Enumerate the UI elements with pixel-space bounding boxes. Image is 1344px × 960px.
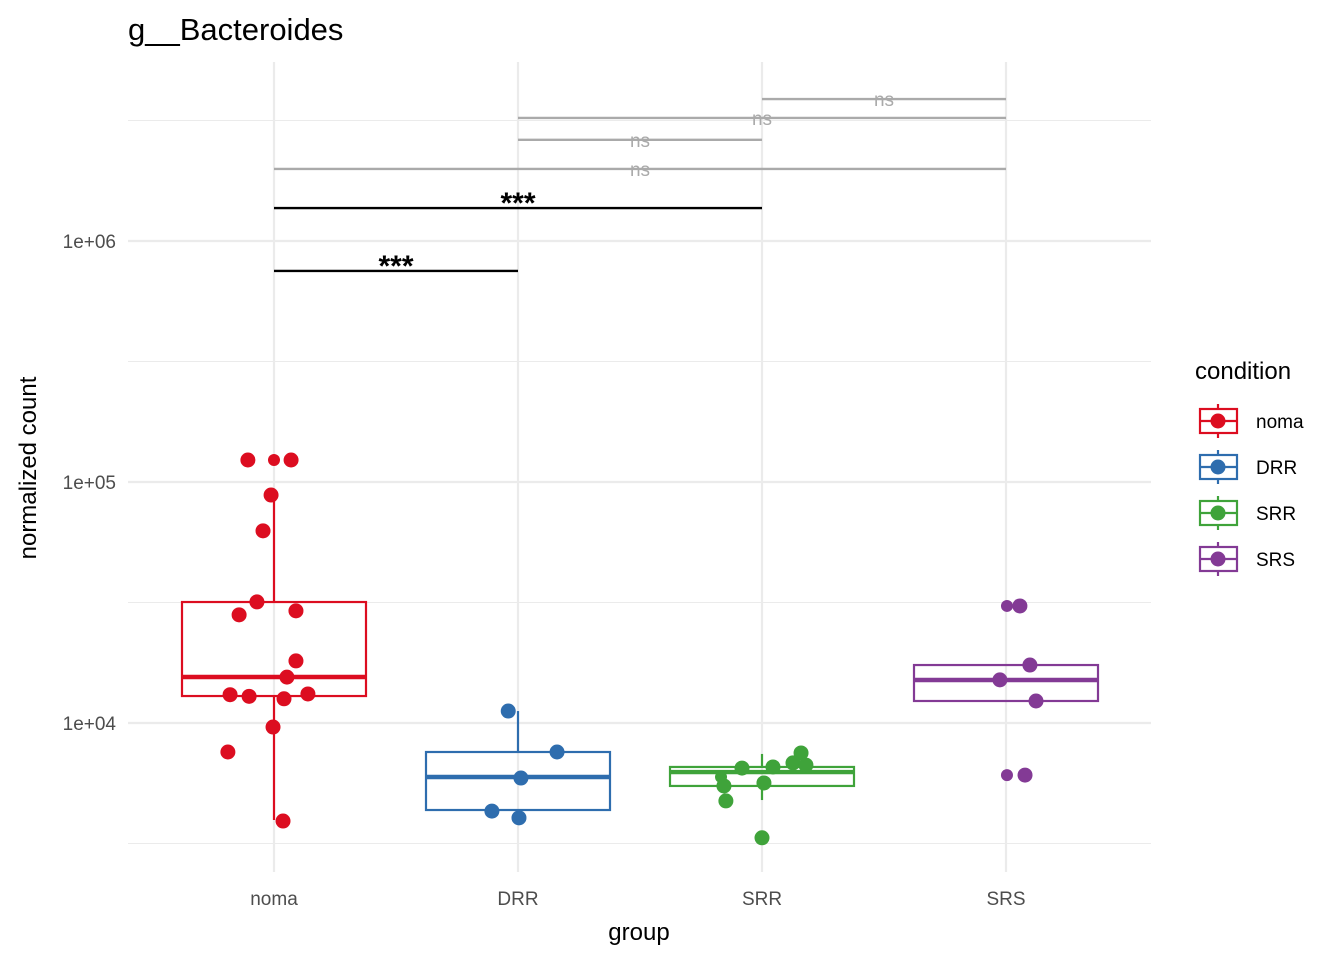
legend-label: noma bbox=[1256, 412, 1304, 433]
significance-label: *** bbox=[500, 187, 535, 220]
significance-brackets: *** *** ns ns ns ns bbox=[274, 90, 1006, 283]
data-point-SRS bbox=[1022, 657, 1038, 673]
legend-key-icon bbox=[1198, 542, 1239, 576]
y-tick-label: 1e+05 bbox=[63, 473, 116, 494]
data-point-noma bbox=[249, 594, 265, 610]
legend-key-icon bbox=[1198, 404, 1239, 438]
comparison-noma-DRR: *** bbox=[274, 250, 518, 283]
legend-title: condition bbox=[1195, 358, 1291, 385]
data-point-noma bbox=[288, 653, 304, 669]
comparison-noma-SRR: *** bbox=[274, 187, 762, 220]
data-point-noma bbox=[263, 487, 279, 503]
box-iqr bbox=[180, 600, 368, 698]
boxes bbox=[180, 495, 1100, 820]
data-points bbox=[220, 452, 1044, 846]
data-point-SRR bbox=[765, 759, 781, 775]
y-tick-label: 1e+04 bbox=[63, 714, 117, 735]
significance-label: ns bbox=[752, 109, 772, 130]
legend-key-icon bbox=[1198, 496, 1239, 530]
data-point-noma bbox=[220, 744, 236, 760]
legend-key-icon bbox=[1198, 450, 1239, 484]
legend-item-noma: noma bbox=[1198, 404, 1304, 438]
box-iqr bbox=[912, 663, 1100, 703]
legend: condition noma DRR SRR SRS bbox=[1195, 358, 1304, 576]
x-tick-label: SRS bbox=[986, 889, 1025, 910]
legend-item-SRR: SRR bbox=[1198, 496, 1296, 530]
data-point-SRS bbox=[1000, 769, 1013, 782]
significance-label: ns bbox=[874, 90, 894, 111]
data-point-SRR bbox=[798, 757, 814, 773]
data-point-noma bbox=[275, 813, 291, 829]
data-point-DRR bbox=[500, 703, 516, 719]
comparison-noma-SRS: ns bbox=[274, 160, 1006, 181]
data-point-noma bbox=[268, 453, 280, 466]
data-point-noma bbox=[240, 452, 256, 468]
data-point-SRR bbox=[734, 760, 750, 776]
box-iqr bbox=[424, 750, 612, 812]
x-tick-label: noma bbox=[250, 889, 298, 910]
data-point-noma bbox=[265, 719, 281, 735]
data-point-SRS bbox=[992, 672, 1008, 688]
comparison-DRR-SRR: ns bbox=[518, 131, 762, 152]
data-point-SRR bbox=[793, 745, 809, 761]
data-point-noma bbox=[283, 452, 299, 468]
legend-item-DRR: DRR bbox=[1198, 450, 1297, 484]
data-point-SRR bbox=[785, 755, 801, 771]
significance-label: ns bbox=[630, 131, 650, 152]
legend-point bbox=[1210, 505, 1226, 521]
x-tick-label: SRR bbox=[742, 889, 782, 910]
significance-label: *** bbox=[378, 250, 413, 283]
legend-item-SRS: SRS bbox=[1198, 542, 1295, 576]
data-point-noma bbox=[241, 688, 257, 704]
legend-label: SRS bbox=[1256, 550, 1295, 571]
y-tick-label: 1e+06 bbox=[63, 232, 116, 253]
gridlines bbox=[128, 62, 1151, 872]
data-point-SRR bbox=[718, 793, 734, 809]
data-point-DRR bbox=[484, 803, 500, 819]
significance-label: ns bbox=[630, 160, 650, 181]
data-point-noma bbox=[288, 603, 304, 619]
x-axis-ticks: noma DRR SRR SRS bbox=[250, 889, 1025, 910]
data-point-SRS bbox=[1017, 767, 1033, 783]
data-point-noma bbox=[300, 686, 316, 702]
data-point-DRR bbox=[549, 744, 565, 760]
legend-point bbox=[1210, 459, 1226, 475]
legend-point bbox=[1210, 413, 1226, 429]
data-point-noma bbox=[279, 669, 295, 685]
chart-title: g__Bacteroides bbox=[128, 12, 343, 47]
data-point-noma bbox=[231, 607, 247, 623]
data-point-DRR bbox=[511, 810, 527, 826]
data-point-SRR bbox=[754, 830, 770, 846]
box-noma bbox=[180, 495, 368, 820]
data-point-SRR bbox=[756, 775, 772, 791]
data-point-SRS bbox=[1028, 693, 1044, 709]
comparison-DRR-SRS: ns bbox=[518, 109, 1006, 130]
legend-label: DRR bbox=[1256, 458, 1297, 479]
data-point-DRR bbox=[513, 770, 529, 786]
comparison-SRR-SRS: ns bbox=[762, 90, 1006, 111]
data-point-noma bbox=[222, 687, 238, 703]
data-point-SRS bbox=[1012, 598, 1028, 614]
data-point-noma bbox=[255, 523, 271, 539]
legend-label: SRR bbox=[1256, 504, 1296, 525]
data-point-SRS bbox=[1000, 599, 1013, 612]
data-point-SRR bbox=[716, 778, 732, 794]
y-axis-ticks: 1e+04 1e+05 1e+06 bbox=[63, 232, 117, 735]
y-axis-title: normalized count bbox=[15, 376, 42, 559]
x-tick-label: DRR bbox=[497, 889, 538, 910]
legend-point bbox=[1210, 551, 1226, 567]
x-axis-title: group bbox=[608, 919, 669, 946]
data-point-noma bbox=[276, 691, 292, 707]
